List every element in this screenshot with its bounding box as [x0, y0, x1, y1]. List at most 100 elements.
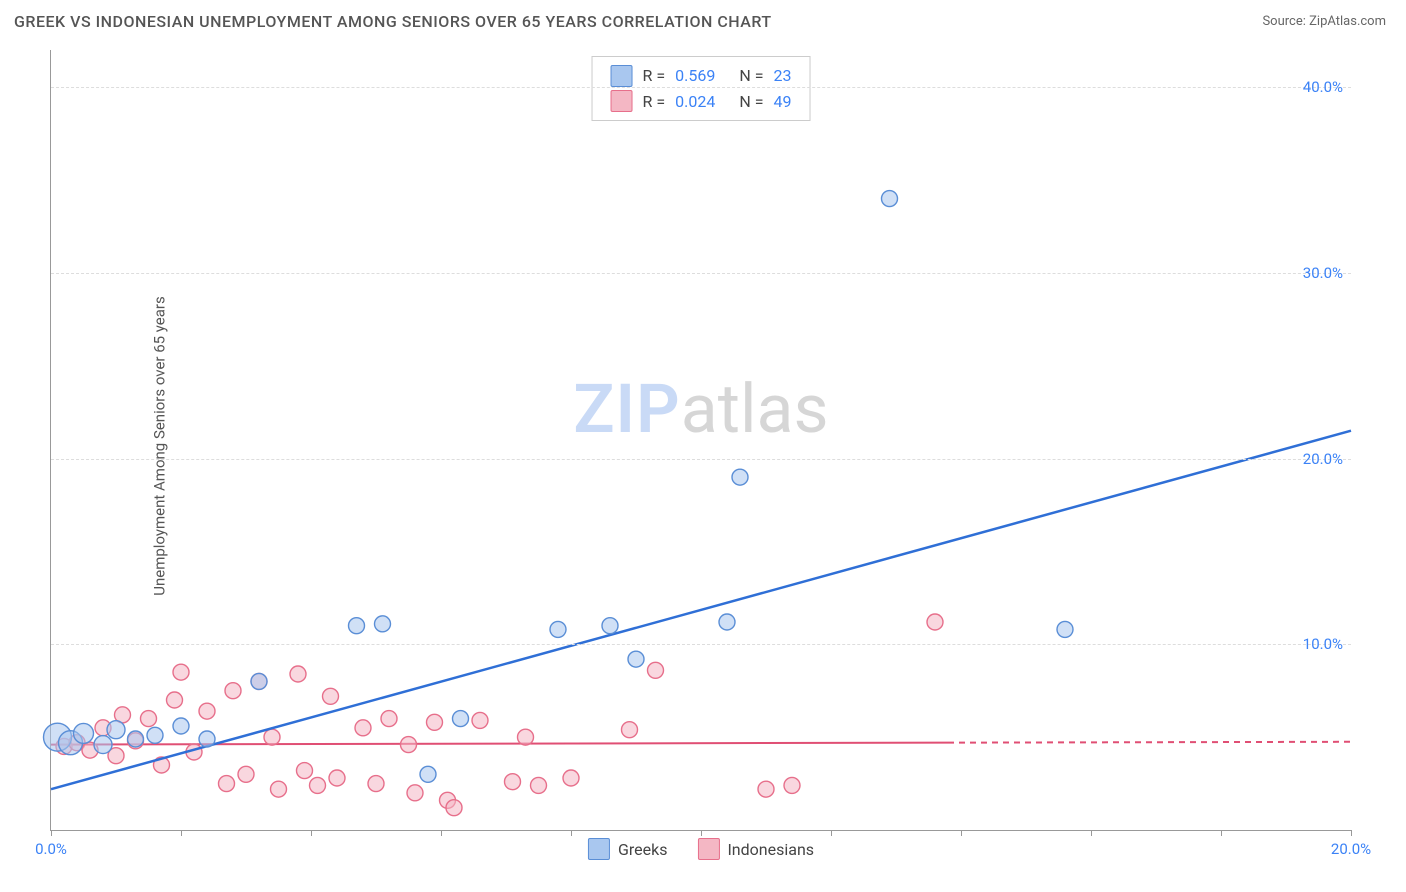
- data-point: [290, 666, 306, 682]
- data-point: [446, 800, 462, 816]
- chart-title: GREEK VS INDONESIAN UNEMPLOYMENT AMONG S…: [14, 12, 772, 31]
- data-point: [128, 731, 144, 747]
- data-point: [173, 718, 189, 734]
- data-point: [355, 720, 371, 736]
- data-point: [107, 721, 125, 739]
- x-minor-tick: [571, 830, 572, 836]
- data-point: [297, 763, 313, 779]
- data-point: [758, 781, 774, 797]
- series-legend-item: Greeks: [588, 838, 668, 860]
- data-point: [531, 777, 547, 793]
- data-point: [173, 664, 189, 680]
- data-point: [381, 711, 397, 727]
- series-legend: Greeks Indonesians: [588, 838, 814, 860]
- source-link[interactable]: ZipAtlas.com: [1309, 14, 1386, 29]
- legend-n-label: N =: [739, 89, 763, 115]
- data-point: [882, 191, 898, 207]
- legend-r-label: R =: [643, 63, 666, 89]
- data-point: [407, 785, 423, 801]
- data-point: [1057, 621, 1073, 637]
- y-tick: 20.0%: [1303, 450, 1343, 468]
- data-point: [323, 688, 339, 704]
- data-point: [74, 723, 94, 743]
- data-point: [167, 692, 183, 708]
- data-point: [264, 729, 280, 745]
- legend-swatch: [697, 838, 719, 860]
- data-point: [401, 737, 417, 753]
- legend-row: R = 0.024 N = 49: [611, 89, 792, 115]
- data-point: [251, 673, 267, 689]
- data-point: [518, 729, 534, 745]
- y-tick: 30.0%: [1303, 264, 1343, 282]
- data-point: [622, 722, 638, 738]
- gridline: [51, 459, 1351, 460]
- data-point: [310, 777, 326, 793]
- legend-r-value: 0.569: [675, 63, 715, 89]
- data-point: [550, 621, 566, 637]
- legend-swatch: [611, 65, 633, 87]
- correlation-legend: R = 0.569 N = 23 R = 0.024 N = 49: [592, 56, 811, 121]
- data-point: [420, 766, 436, 782]
- data-point: [628, 651, 644, 667]
- legend-swatch: [611, 90, 633, 112]
- data-point: [927, 614, 943, 630]
- x-minor-tick: [1221, 830, 1222, 836]
- data-point: [732, 469, 748, 485]
- x-tick-max: 20.0%: [1331, 840, 1371, 858]
- trend-line: [51, 743, 948, 745]
- data-point: [368, 776, 384, 792]
- data-point: [648, 662, 664, 678]
- x-minor-tick: [961, 830, 962, 836]
- data-point: [141, 711, 157, 727]
- legend-n-value: 49: [773, 89, 791, 115]
- chart-container: GREEK VS INDONESIAN UNEMPLOYMENT AMONG S…: [0, 0, 1406, 892]
- data-point: [225, 683, 241, 699]
- data-point: [271, 781, 287, 797]
- series-legend-item: Indonesians: [697, 838, 814, 860]
- x-minor-tick: [831, 830, 832, 836]
- data-point: [453, 711, 469, 727]
- plot-area: ZIPatlas R =0.569N =23R =0.024N =49 Gree…: [50, 50, 1351, 831]
- trend-line: [51, 431, 1351, 789]
- x-tick-min: 0.0%: [35, 840, 67, 858]
- data-point: [472, 712, 488, 728]
- data-point: [719, 614, 735, 630]
- plot-svg: [51, 50, 1351, 830]
- data-point: [199, 731, 215, 747]
- data-point: [219, 776, 235, 792]
- data-point: [349, 618, 365, 634]
- data-point: [238, 766, 254, 782]
- data-point: [147, 727, 163, 743]
- trend-line-dashed: [948, 742, 1351, 743]
- data-point: [505, 774, 521, 790]
- data-point: [375, 616, 391, 632]
- series-legend-label: Greeks: [618, 840, 668, 859]
- y-tick: 10.0%: [1303, 635, 1343, 653]
- x-minor-tick: [1351, 830, 1352, 836]
- legend-n-label: N =: [739, 63, 763, 89]
- y-tick: 40.0%: [1303, 78, 1343, 96]
- legend-n-value: 23: [773, 63, 791, 89]
- x-minor-tick: [1091, 830, 1092, 836]
- legend-r-value: 0.024: [675, 89, 715, 115]
- data-point: [199, 703, 215, 719]
- gridline: [51, 644, 1351, 645]
- source-attribution: Source: ZipAtlas.com: [1262, 14, 1386, 29]
- source-label: Source:: [1262, 14, 1305, 29]
- x-minor-tick: [701, 830, 702, 836]
- x-minor-tick: [51, 830, 52, 836]
- data-point: [602, 618, 618, 634]
- legend-r-label: R =: [643, 89, 666, 115]
- data-point: [784, 777, 800, 793]
- x-minor-tick: [181, 830, 182, 836]
- legend-row: R = 0.569 N = 23: [611, 63, 792, 89]
- x-minor-tick: [441, 830, 442, 836]
- data-point: [94, 736, 112, 754]
- series-legend-label: Indonesians: [727, 840, 814, 859]
- data-point: [427, 714, 443, 730]
- x-minor-tick: [311, 830, 312, 836]
- data-point: [329, 770, 345, 786]
- gridline: [51, 273, 1351, 274]
- legend-swatch: [588, 838, 610, 860]
- data-point: [563, 770, 579, 786]
